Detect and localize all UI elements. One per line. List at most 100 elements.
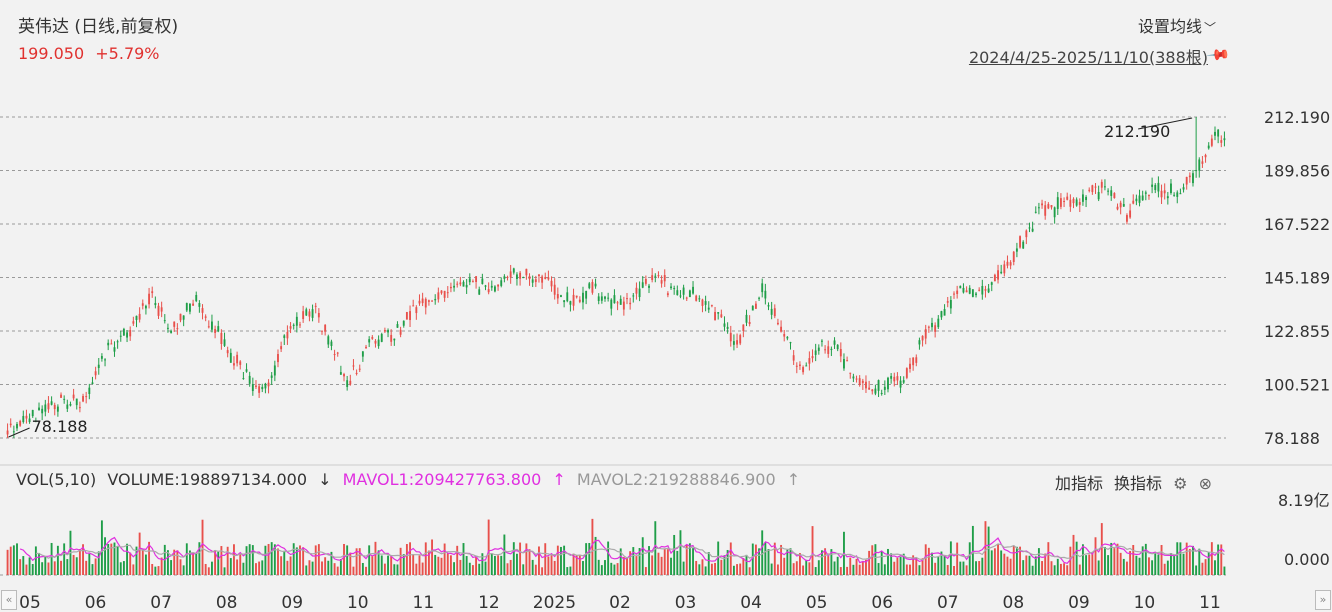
volume-bar — [506, 563, 509, 575]
candle-body — [295, 316, 298, 326]
volume-bar — [431, 539, 433, 575]
chevron-down-icon: ﹀ — [1203, 21, 1216, 35]
add-indicator-button[interactable]: 加指标 — [1054, 474, 1103, 493]
volume-bar — [198, 542, 201, 575]
candle-body — [85, 396, 88, 398]
volume-bar — [1015, 546, 1018, 575]
volume-bar — [1104, 546, 1106, 575]
price-tick-label: 100.521 — [1264, 376, 1330, 395]
volume-bar — [78, 549, 81, 575]
candle-body — [1157, 182, 1160, 192]
close-icon[interactable]: ⊗ — [1198, 474, 1212, 493]
volume-bar — [63, 543, 66, 575]
volume-bar — [1176, 542, 1179, 575]
date-range-link[interactable]: 2024/4/25-2025/11/10(388根) — [968, 48, 1208, 67]
volume-bar — [1166, 560, 1169, 575]
candle-body — [569, 301, 572, 305]
candle-body — [50, 401, 53, 405]
volume-bar — [233, 544, 235, 575]
candle-body — [418, 300, 421, 304]
candle-body — [575, 295, 578, 298]
ma-settings-button[interactable]: 设置均线 ﹀ — [1138, 13, 1216, 37]
volume-bar — [915, 557, 918, 575]
candle-body — [714, 311, 716, 321]
gear-icon[interactable]: ⚙ — [1173, 474, 1188, 493]
scroll-left-button[interactable]: « — [1, 590, 17, 610]
candle-body — [277, 354, 279, 363]
volume-bar — [346, 545, 349, 575]
candle-body — [997, 270, 999, 280]
candle-body — [704, 301, 707, 305]
candle-body — [182, 315, 185, 320]
candle-body — [261, 386, 264, 390]
volume-bar — [380, 555, 383, 575]
candle-body — [582, 292, 584, 303]
volume-bar — [720, 559, 723, 575]
candle-body — [1081, 194, 1084, 202]
candle-body — [654, 275, 657, 277]
volume-bar — [166, 550, 169, 575]
volume-bar — [424, 542, 427, 575]
volume-bar — [770, 563, 773, 575]
volume-bar — [34, 546, 37, 575]
volume-bar — [292, 543, 295, 575]
candle-body — [799, 364, 801, 366]
volume-bar — [393, 564, 396, 575]
candle-body — [56, 406, 59, 412]
price-tick-label: 122.855 — [1264, 322, 1330, 341]
volume-bar — [258, 561, 261, 575]
volume-bar — [437, 556, 440, 575]
volume-bar — [148, 541, 151, 575]
volume-bar — [597, 559, 600, 575]
volume-bar — [582, 561, 584, 575]
candle-body — [346, 380, 349, 387]
candle-body — [729, 332, 732, 342]
candle-body — [223, 339, 226, 346]
candle-body — [622, 301, 625, 310]
volume-bar — [100, 520, 103, 575]
candle-body — [321, 330, 323, 332]
candle-body — [597, 296, 600, 301]
mavol1-arrow: ↑ — [552, 470, 566, 489]
candle-body — [324, 324, 327, 332]
volume-bar — [1097, 560, 1100, 575]
scroll-right-button[interactable]: » — [1315, 590, 1331, 610]
volume-bar — [242, 562, 245, 575]
candle-body — [861, 380, 864, 383]
volume-bar — [519, 542, 522, 575]
candle-body — [871, 389, 874, 392]
candle-body — [978, 289, 981, 291]
volume-bar — [1217, 544, 1220, 575]
candle-body — [302, 311, 305, 319]
candle-body — [833, 340, 836, 345]
volume-bar — [827, 553, 830, 575]
candle-body — [494, 286, 496, 292]
price-tick-label: 145.189 — [1264, 269, 1330, 288]
volume-bar — [1044, 553, 1047, 575]
volume-bar — [987, 526, 990, 575]
candle-body — [632, 295, 635, 297]
candle-body — [761, 283, 764, 293]
pin-icon[interactable]: 📌 — [1205, 42, 1232, 68]
candle-body — [204, 316, 207, 318]
volume-bar — [214, 550, 217, 575]
volume-bar — [673, 534, 676, 575]
volume-bar — [1195, 565, 1198, 575]
volume-bar — [1094, 537, 1097, 575]
volume-bar — [434, 554, 437, 575]
candle-body — [176, 328, 179, 330]
volume-bar — [390, 556, 393, 575]
candle-body — [943, 309, 946, 316]
volume-bar — [1170, 553, 1172, 575]
volume-bar — [402, 554, 405, 575]
volume-bar — [638, 548, 641, 575]
candle-body — [931, 322, 933, 328]
switch-indicator-button[interactable]: 换指标 — [1114, 474, 1163, 493]
candle-body — [1003, 264, 1006, 274]
volume-bar — [943, 555, 946, 575]
volume-bar — [72, 554, 75, 575]
candle-body — [34, 420, 37, 422]
candle-body — [754, 303, 757, 309]
volume-bar — [754, 544, 757, 575]
